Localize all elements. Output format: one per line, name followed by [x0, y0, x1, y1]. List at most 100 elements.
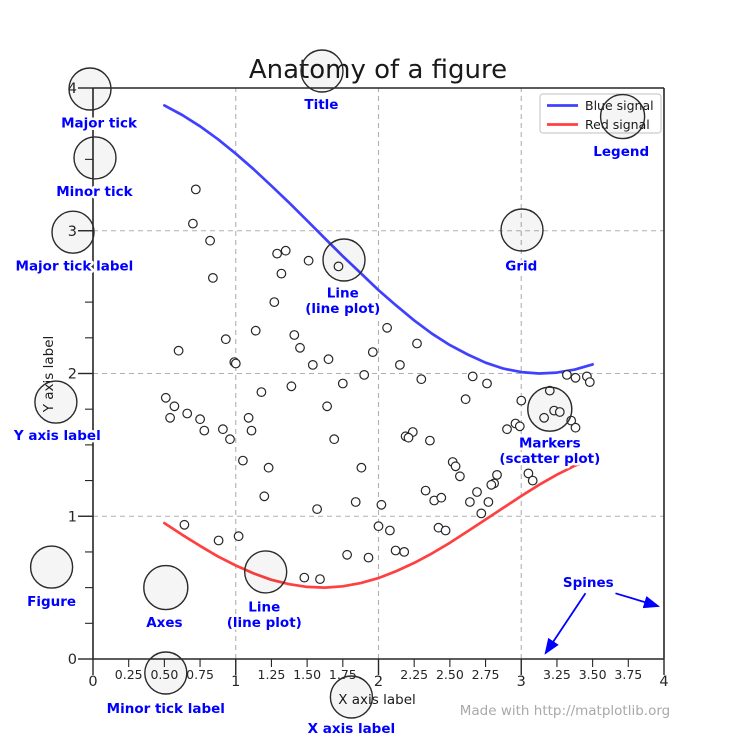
- scatter-point: [213, 535, 224, 546]
- scatter-point: [395, 360, 405, 370]
- scatter-point: [263, 462, 274, 473]
- annotation-label-line-red: Line (line plot): [227, 600, 302, 632]
- x-minor-tick-label: 2.75: [472, 667, 500, 682]
- x-major-tick-label: 1: [231, 674, 240, 690]
- annotation-label-line: Line: [248, 600, 280, 616]
- scatter-point: [256, 387, 267, 398]
- annotation-label-line: Spines: [563, 575, 614, 591]
- scatter-point: [373, 521, 384, 532]
- annotation-label-line: (line plot): [227, 615, 302, 631]
- annotation-circle-minor-tick-label: [144, 651, 188, 695]
- scatter-point: [217, 424, 228, 435]
- y-major-tick-label: 0: [68, 652, 77, 668]
- scatter-point: [436, 492, 447, 503]
- y-major-tick-label: 2: [68, 367, 77, 383]
- scatter-point: [190, 184, 201, 195]
- scatter-point: [482, 378, 492, 389]
- annotation-label-figure: Figure: [27, 594, 76, 610]
- y-axis-label: Y axis label: [41, 336, 57, 414]
- scatter-point: [250, 325, 261, 336]
- scatter-point: [416, 374, 427, 385]
- annotation-label-major-tick: Major tick: [61, 116, 138, 132]
- scatter-point: [523, 468, 534, 479]
- annotation-circle-minor-tick: [73, 136, 117, 180]
- scatter-point: [329, 434, 340, 445]
- scatter-point: [286, 381, 297, 392]
- annotation-circle-major-tick: [68, 67, 112, 111]
- scatter-point: [337, 378, 348, 389]
- scatter-point: [467, 371, 478, 382]
- scatter-point: [220, 334, 231, 345]
- scatter-point: [269, 297, 280, 308]
- x-minor-tick-label: 2.50: [436, 667, 464, 682]
- scatter-point: [390, 545, 401, 556]
- scatter-point: [476, 508, 487, 519]
- x-minor-tick-label: 1.75: [329, 667, 357, 682]
- annotation-label-line: Major tick label: [16, 258, 134, 274]
- scatter-point: [173, 345, 184, 356]
- spines: [92, 87, 665, 660]
- annotations: Major tick Minor tick Major tick label Y ax…: [10, 49, 661, 739]
- x-minor-tick-label: 0.75: [186, 667, 214, 682]
- annotation-circle-figure: [29, 545, 74, 589]
- x-minor-tick-label: 2.25: [400, 667, 428, 682]
- annotation-arrow: [544, 592, 587, 655]
- annotation-label-line: Legend: [593, 144, 649, 160]
- scatter-point: [350, 497, 361, 507]
- annotation-label-line: (scatter plot): [499, 451, 600, 467]
- scatter-point: [289, 330, 300, 340]
- scatter-point: [169, 401, 180, 412]
- annotation-label-line: Y axis label: [13, 428, 101, 444]
- scatter-point: [187, 218, 198, 229]
- annotation-label-line: Minor tick: [56, 184, 133, 200]
- scatter-point: [303, 255, 314, 266]
- annotation-label-line-blue: Line (line plot): [305, 285, 380, 317]
- annotation-label-line: Major tick: [61, 116, 138, 132]
- scatter-point: [562, 370, 572, 380]
- y-major-tick-label: 1: [68, 509, 77, 525]
- scatter-point: [207, 273, 218, 283]
- annotation-label-line: Markers: [519, 435, 581, 451]
- scatter-point: [450, 461, 461, 472]
- scatter-point: [516, 395, 527, 406]
- annotation-label-axes: Axes: [146, 615, 182, 631]
- annotation-label-line: Minor tick label: [107, 701, 225, 717]
- x-minor-tick-label: 3.50: [579, 667, 607, 682]
- scatter-point: [514, 421, 525, 432]
- page-title: Anatomy of a figure: [249, 55, 507, 85]
- annotation-label-line: Figure: [27, 594, 76, 610]
- x-minor-tick-label: 0.25: [115, 667, 143, 682]
- scatter-point: [440, 525, 451, 536]
- scatter-point: [363, 552, 374, 563]
- scatter-point: [233, 531, 244, 542]
- scatter-point: [243, 412, 254, 423]
- scatter-point: [376, 499, 387, 510]
- scatter-point: [315, 574, 325, 584]
- scatter-point: [312, 504, 323, 515]
- scatter-point: [486, 479, 497, 490]
- scatter-point: [544, 385, 555, 396]
- annotation-label-grid: Grid: [505, 258, 537, 274]
- annotation-label-line: X axis label: [308, 721, 395, 737]
- scatter-point: [259, 491, 270, 502]
- scatter-point: [356, 462, 367, 473]
- scatter-point: [280, 245, 291, 256]
- scatter-point: [295, 342, 305, 353]
- annotation-label-major-tick-label: Major tick label: [16, 258, 134, 274]
- annotation-circle-line-red: [244, 550, 288, 594]
- scatter-point: [342, 549, 353, 560]
- x-minor-tick-label: 3.25: [543, 667, 571, 682]
- scatter-point: [225, 434, 235, 445]
- annotation-circle-line-blue: [322, 238, 366, 282]
- annotation-label-line: Grid: [505, 258, 537, 274]
- annotation-arrow: [615, 592, 661, 609]
- annotation-circle-y-axis-label: [34, 380, 78, 424]
- x-minor-tick-label: 1.50: [293, 667, 321, 682]
- annotation-circle-title: [300, 49, 344, 93]
- scatter-point: [425, 435, 435, 446]
- annotation-label-title: Title: [304, 97, 338, 113]
- scatter-point: [465, 497, 475, 507]
- scatter-point: [333, 261, 344, 272]
- x-minor-tick-label: 1.25: [258, 667, 286, 682]
